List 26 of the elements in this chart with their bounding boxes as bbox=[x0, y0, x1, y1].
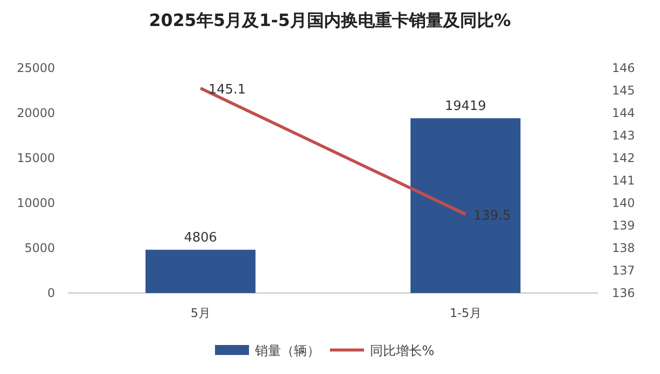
data-label: 19419 bbox=[444, 99, 486, 114]
y2-tick-label: 142 bbox=[612, 151, 635, 165]
y2-tick-label: 136 bbox=[612, 286, 635, 300]
chart-title: 2025年5月及1-5月国内换电重卡销量及同比% bbox=[149, 11, 511, 31]
x-tick-label: 5月 bbox=[190, 306, 210, 320]
y2-tick-label: 139 bbox=[612, 218, 635, 232]
legend-label: 销量（辆） bbox=[254, 344, 320, 359]
legend-label: 同比增长% bbox=[370, 344, 434, 359]
y-tick-label: 20000 bbox=[16, 106, 55, 120]
y-tick-label: 25000 bbox=[16, 61, 55, 75]
y-tick-label: 5000 bbox=[24, 241, 55, 255]
data-label: 145.1 bbox=[208, 82, 246, 98]
x-tick-label: 1-5月 bbox=[450, 306, 482, 320]
y2-tick-label: 145 bbox=[612, 84, 635, 98]
y2-tick-label: 141 bbox=[612, 174, 635, 188]
y2-tick-label: 137 bbox=[612, 264, 635, 278]
y-tick-label: 0 bbox=[47, 286, 55, 300]
data-label: 139.5 bbox=[474, 208, 511, 224]
y2-tick-label: 138 bbox=[612, 241, 635, 255]
y2-tick-label: 143 bbox=[612, 128, 635, 142]
y2-tick-label: 146 bbox=[612, 61, 635, 75]
data-label: 4806 bbox=[184, 230, 218, 246]
y2-tick-label: 144 bbox=[612, 106, 635, 120]
y-tick-label: 10000 bbox=[16, 196, 55, 210]
y2-tick-label: 140 bbox=[612, 196, 635, 210]
y-tick-label: 15000 bbox=[16, 151, 55, 165]
